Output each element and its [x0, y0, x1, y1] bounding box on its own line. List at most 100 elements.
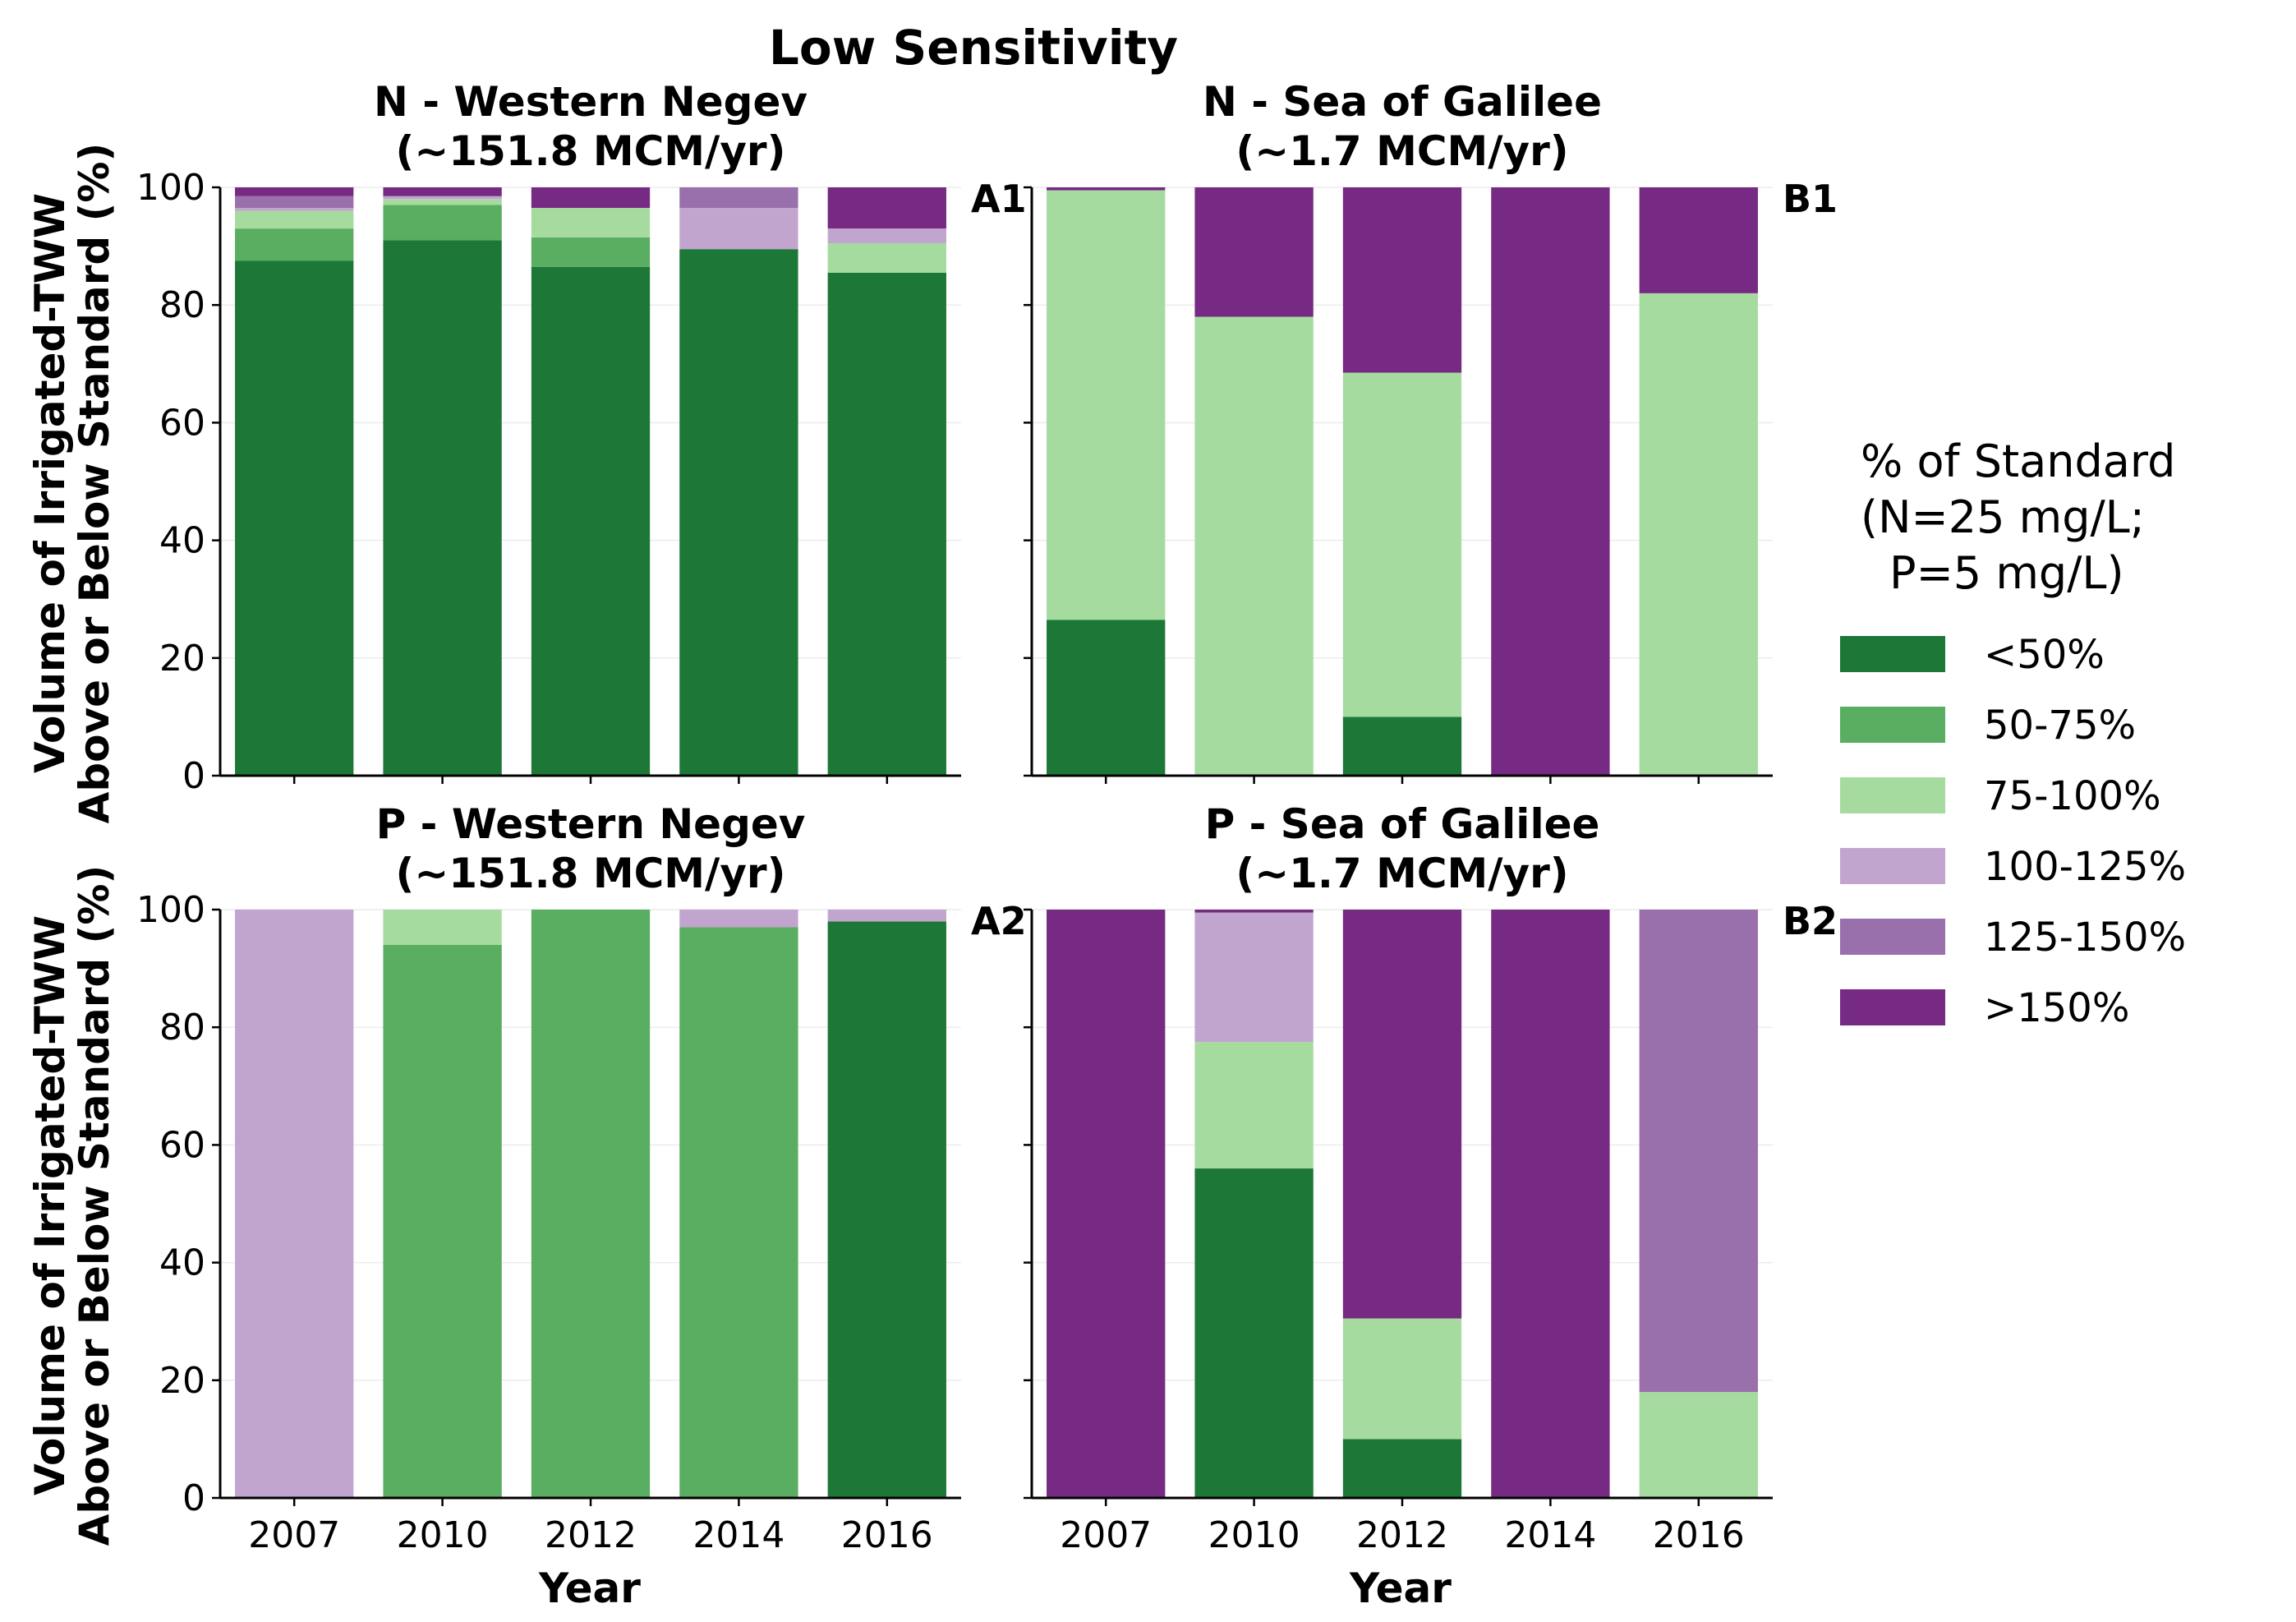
- bar-segment: [1194, 910, 1314, 913]
- y-tick-label: 100: [136, 167, 205, 209]
- bar-segment: [1639, 910, 1758, 1393]
- legend-swatch: [1840, 636, 1945, 672]
- panel-title-line-2: (~151.8 MCM/yr): [396, 127, 786, 175]
- legend-swatch: [1840, 707, 1945, 743]
- legend-entry-label: 125-150%: [1984, 915, 2186, 961]
- y-axis-label-top-line-2: Above or Below Standard (%): [71, 143, 118, 824]
- figure-title: Low Sensitivity: [769, 20, 1178, 76]
- bar-segment: [1342, 717, 1462, 776]
- y-tick-label: 60: [159, 402, 205, 444]
- bar-segment: [383, 910, 502, 945]
- bar-segment: [1342, 1318, 1462, 1440]
- x-tick-label: 2007: [1060, 1514, 1152, 1556]
- y-tick-label: 40: [159, 1242, 205, 1284]
- bar-segment: [235, 208, 354, 211]
- legend-entry-label: 75-100%: [1984, 773, 2161, 819]
- legend-entry-label: 50-75%: [1984, 703, 2136, 749]
- bar-segment: [679, 910, 798, 928]
- x-tick-label: 2007: [248, 1514, 340, 1556]
- legend-entry-label: 100-125%: [1984, 844, 2186, 890]
- bar-segment: [383, 196, 502, 200]
- x-tick-label: 2010: [397, 1514, 489, 1556]
- y-tick-label: 40: [159, 520, 205, 562]
- bar-segment: [1194, 912, 1314, 1043]
- x-axis-label-right: Year: [1349, 1564, 1452, 1612]
- bar-segment: [531, 187, 651, 209]
- bar-segment: [383, 199, 502, 205]
- bar-segment: [679, 927, 798, 1498]
- panel-title-line-2: (~1.7 MCM/yr): [1235, 127, 1568, 175]
- x-tick-label: 2016: [841, 1514, 933, 1556]
- panel-id-label: B1: [1783, 177, 1838, 221]
- panel-id-label: A1: [971, 177, 1027, 221]
- panel-b1: N - Sea of Galilee(~1.7 MCM/yr) B1: [1024, 78, 1838, 784]
- bar-segment: [1342, 1439, 1462, 1498]
- y-axis-label-bottom-line-2: Above or Below Standard (%): [71, 865, 118, 1546]
- bar-segment: [827, 228, 946, 244]
- bar-segment: [235, 210, 354, 229]
- bar-segment: [235, 228, 354, 261]
- y-tick-label: 80: [159, 1007, 205, 1048]
- bar-segment: [1194, 187, 1314, 317]
- bar-segment: [531, 237, 651, 267]
- y-tick-label: 20: [159, 1360, 205, 1402]
- bar-segment: [235, 196, 354, 209]
- bar-segment: [383, 205, 502, 241]
- bar-segment: [1639, 187, 1758, 293]
- bar-segment: [827, 921, 946, 1498]
- bar-segment: [1047, 187, 1166, 191]
- legend: % of Standard(N=25 mg/L;P=5 mg/L) <50% 50-…: [1840, 435, 2186, 1031]
- y-tick-label: 20: [159, 638, 205, 680]
- x-tick-label: 2012: [1356, 1514, 1448, 1556]
- legend-swatch: [1840, 919, 1945, 955]
- legend-title-line: P=5 mg/L): [1889, 547, 2124, 599]
- bar-segment: [827, 187, 946, 229]
- bar-segment: [827, 910, 946, 922]
- legend-title-line: % of Standard: [1861, 435, 2175, 487]
- legend-entry-label: >150%: [1984, 985, 2129, 1031]
- panel-title-line-1: P - Western Negev: [376, 800, 806, 848]
- panel-title-line-2: (~151.8 MCM/yr): [396, 850, 786, 897]
- legend-swatch: [1840, 848, 1945, 884]
- bar-segment: [679, 208, 798, 250]
- bar-segment: [383, 944, 502, 1498]
- panel-a1: 0 20 40 60 80 100 N - Western Negev(~151.8 MCM…: [136, 78, 1027, 797]
- panel-b2: 2007 2010 2012 2014 2016 P - Sea of Galilee(~…: [1024, 800, 1838, 1556]
- panel-title-line-1: N - Western Negev: [374, 78, 808, 126]
- bar-segment: [1047, 190, 1166, 620]
- legend-swatch: [1840, 777, 1945, 813]
- panel-a2: 0 20 40 60 80 100 2007 2010 2012 2014 2016 P - West…: [136, 800, 1027, 1556]
- legend-title-line: (N=25 mg/L;: [1861, 491, 2145, 543]
- x-tick-label: 2012: [545, 1514, 637, 1556]
- y-tick-label: 100: [136, 889, 205, 931]
- bar-segment: [1342, 910, 1462, 1319]
- bar-segment: [1194, 1168, 1314, 1498]
- x-axis-label-left: Year: [538, 1564, 641, 1612]
- y-tick-label: 60: [159, 1124, 205, 1166]
- panel-id-label: A2: [971, 899, 1027, 943]
- bar-segment: [531, 910, 651, 1498]
- legend-swatch: [1840, 989, 1945, 1025]
- bar-segment: [235, 187, 354, 196]
- bar-segment: [531, 208, 651, 237]
- bar-segment: [1194, 1042, 1314, 1169]
- bar-segment: [1639, 293, 1758, 776]
- bar-segment: [531, 266, 651, 776]
- x-tick-label: 2014: [1504, 1514, 1596, 1556]
- bar-segment: [383, 187, 502, 196]
- y-tick-label: 0: [182, 1477, 205, 1519]
- x-tick-label: 2016: [1653, 1514, 1745, 1556]
- bar-segment: [1047, 910, 1166, 1498]
- bar-segment: [679, 249, 798, 776]
- bar-segment: [827, 272, 946, 776]
- bar-segment: [1639, 1392, 1758, 1498]
- bar-segment: [235, 260, 354, 776]
- panel-title-line-2: (~1.7 MCM/yr): [1235, 850, 1568, 897]
- bar-segment: [1194, 316, 1314, 776]
- y-axis-label-bottom-line-1: Volume of Irrigated-TWW: [26, 915, 74, 1495]
- bar-segment: [1491, 187, 1610, 776]
- bar-segment: [827, 243, 946, 273]
- panel-id-label: B2: [1783, 899, 1838, 943]
- y-tick-label: 0: [182, 755, 205, 797]
